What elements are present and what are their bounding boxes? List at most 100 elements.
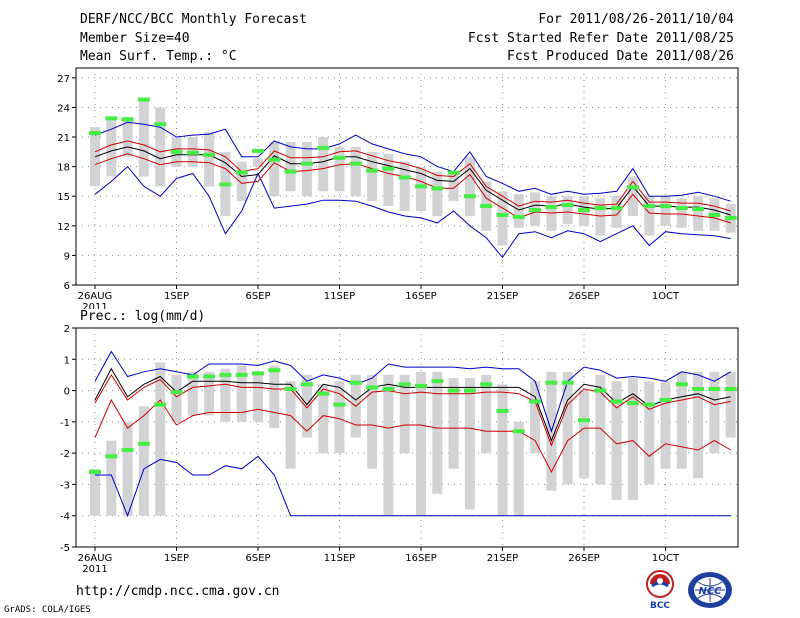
temp-ytick-label: 24 bbox=[57, 103, 70, 114]
temp-spread-box bbox=[497, 191, 508, 246]
temp-obs-marker bbox=[382, 166, 395, 171]
temp-ytick-label: 9 bbox=[64, 251, 70, 262]
temp-obs-marker bbox=[203, 152, 216, 157]
temp-spread-box bbox=[236, 161, 247, 202]
precip-xtick-label: 11SEP bbox=[324, 553, 355, 564]
precip-xtick-label: 1SEP bbox=[164, 553, 189, 564]
temp-obs-marker bbox=[349, 161, 362, 166]
temp-obs-marker bbox=[366, 168, 379, 173]
temp-spread-box bbox=[693, 196, 704, 231]
precip-obs-marker bbox=[300, 382, 313, 387]
precip-obs-marker bbox=[170, 390, 183, 395]
temp-obs-marker bbox=[431, 186, 444, 191]
precip-obs-marker bbox=[382, 387, 395, 392]
temp-xtick-label: 1OCT bbox=[652, 291, 680, 302]
precip-obs-marker bbox=[398, 382, 411, 387]
precip-plot-frame bbox=[75, 327, 739, 548]
temp-spread-box bbox=[106, 117, 117, 177]
precip-spread-box bbox=[269, 365, 280, 429]
precip-spread-box bbox=[367, 374, 378, 469]
temp-obs-marker bbox=[529, 208, 542, 213]
precip-spread-box bbox=[220, 368, 231, 422]
temp-obs-marker bbox=[415, 184, 427, 189]
temp-upper-std-line bbox=[94, 140, 731, 212]
precip-spread-box bbox=[676, 371, 687, 469]
precip-obs-marker bbox=[415, 383, 427, 388]
website-url[interactable]: http://cmdp.ncc.cma.gov.cn bbox=[76, 584, 280, 599]
temp-obs-marker bbox=[610, 206, 623, 211]
temp-spread-box bbox=[399, 161, 410, 212]
precip-obs-marker bbox=[610, 399, 623, 404]
temp-obs-marker bbox=[724, 215, 737, 220]
temp-obs-marker bbox=[186, 150, 199, 155]
precip-spread-box bbox=[595, 374, 606, 485]
precip-obs-marker bbox=[268, 368, 281, 373]
precip-spread-box bbox=[530, 381, 541, 454]
precip-spread-box bbox=[171, 374, 182, 422]
temp-spread-box bbox=[562, 196, 573, 224]
temp-obs-marker bbox=[512, 214, 525, 219]
precip-spread-box bbox=[611, 381, 622, 501]
forecast-produced-date: Fcst Produced Date 2011/08/26 bbox=[507, 49, 734, 64]
precip-obs-marker bbox=[529, 399, 542, 404]
temp-obs-marker bbox=[89, 131, 101, 136]
temp-spread-box bbox=[432, 171, 443, 216]
precip-spread-box bbox=[464, 378, 475, 510]
precip-ensemble-mean-line bbox=[94, 367, 731, 442]
precip-obs-marker bbox=[463, 388, 476, 393]
precip-obs-marker bbox=[121, 448, 134, 453]
precip-obs-marker bbox=[512, 429, 525, 434]
precip-spread-box bbox=[448, 378, 459, 469]
precip-spread-box bbox=[383, 374, 394, 516]
precip-spread-box bbox=[155, 362, 166, 516]
precip-spread-box bbox=[562, 371, 573, 485]
temp-spread-box bbox=[318, 137, 329, 192]
precip-obs-marker bbox=[89, 469, 101, 474]
temp-ytick-label: 18 bbox=[57, 163, 70, 174]
temp-obs-marker bbox=[268, 157, 281, 162]
precip-obs-marker bbox=[186, 374, 199, 379]
temp-obs-marker bbox=[235, 170, 248, 175]
precip-spread-box bbox=[725, 371, 736, 438]
precip-ytick-label: -5 bbox=[60, 543, 70, 554]
precip-spread-box bbox=[497, 384, 508, 516]
precip-obs-marker bbox=[366, 385, 379, 390]
precip-ytick-label: 1 bbox=[64, 355, 70, 366]
temp-obs-marker bbox=[447, 170, 460, 175]
temp-obs-marker bbox=[675, 206, 688, 211]
temp-obs-marker bbox=[105, 116, 118, 121]
temp-spread-box bbox=[513, 194, 524, 228]
precip-spread-box bbox=[709, 371, 720, 454]
temp-xtick-label: 26SEP bbox=[568, 291, 599, 302]
precip-obs-marker bbox=[659, 397, 672, 402]
precip-spread-box bbox=[204, 371, 215, 416]
precip-ytick-label: 0 bbox=[64, 387, 70, 398]
temp-min-line bbox=[94, 165, 731, 259]
temp-spread-box bbox=[204, 132, 215, 187]
precip-obs-marker bbox=[317, 391, 330, 396]
precip-obs-marker bbox=[561, 380, 574, 385]
temp-spread-box bbox=[464, 156, 475, 216]
precip-obs-marker bbox=[349, 380, 362, 385]
temp-spread-box bbox=[285, 141, 296, 192]
precip-label: Prec.: log(mm/d) bbox=[80, 309, 206, 324]
temp-xtick-year: 2011 bbox=[82, 302, 107, 313]
temp-max-line bbox=[94, 121, 731, 202]
precip-spread-box bbox=[627, 378, 638, 501]
temp-spread-box bbox=[676, 198, 687, 228]
precip-spread-box bbox=[106, 440, 117, 516]
temp-ytick-label: 21 bbox=[57, 133, 70, 144]
precip-obs-marker bbox=[203, 374, 216, 379]
precip-spread-box bbox=[122, 421, 133, 516]
precip-lower-std-line bbox=[94, 398, 731, 473]
temp-xtick-label: 16SEP bbox=[405, 291, 436, 302]
precip-spread-box bbox=[481, 374, 492, 454]
precip-obs-marker bbox=[643, 402, 656, 407]
temp-spread-box bbox=[416, 166, 426, 212]
temp-spread-box bbox=[644, 196, 655, 236]
temp-spread-box bbox=[448, 171, 459, 202]
temp-xtick-label: 26AUG bbox=[78, 291, 113, 302]
temp-obs-marker bbox=[154, 122, 167, 127]
precip-obs-marker bbox=[724, 387, 737, 392]
